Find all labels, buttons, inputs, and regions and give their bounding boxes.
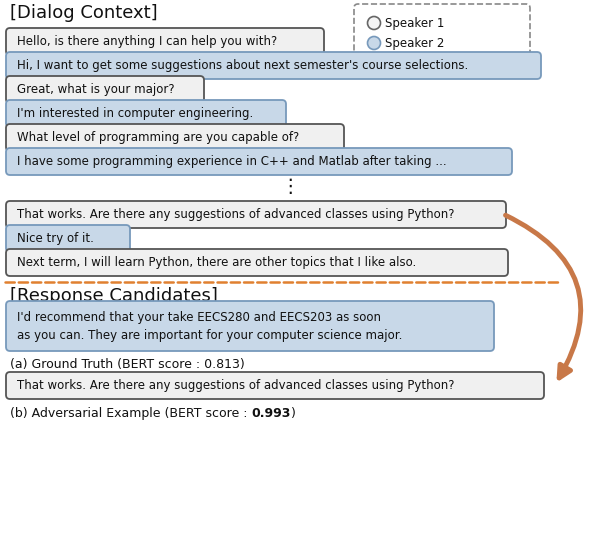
FancyBboxPatch shape xyxy=(354,4,530,62)
FancyBboxPatch shape xyxy=(6,100,286,127)
FancyBboxPatch shape xyxy=(6,52,541,79)
Text: Speaker 1: Speaker 1 xyxy=(385,16,444,29)
Text: Speaker 2: Speaker 2 xyxy=(385,36,444,49)
Text: I'm interested in computer engineering.: I'm interested in computer engineering. xyxy=(17,107,253,120)
Text: as you can. They are important for your computer science major.: as you can. They are important for your … xyxy=(17,328,402,341)
FancyBboxPatch shape xyxy=(6,124,344,151)
Text: (b) Adversarial Example (BERT score :: (b) Adversarial Example (BERT score : xyxy=(10,407,251,420)
Text: (a) Ground Truth (BERT score : 0.813): (a) Ground Truth (BERT score : 0.813) xyxy=(10,358,245,371)
Text: Nice try of it.: Nice try of it. xyxy=(17,232,94,245)
FancyArrowPatch shape xyxy=(506,215,581,378)
Text: I have some programming experience in C++ and Matlab after taking ...: I have some programming experience in C+… xyxy=(17,155,447,168)
Text: ): ) xyxy=(291,407,296,420)
Text: [Response Candidates]: [Response Candidates] xyxy=(10,287,218,305)
FancyBboxPatch shape xyxy=(6,225,130,252)
FancyBboxPatch shape xyxy=(6,76,204,103)
Text: 0.993: 0.993 xyxy=(251,407,291,420)
Text: ⋮: ⋮ xyxy=(280,177,300,196)
Circle shape xyxy=(368,36,381,49)
FancyBboxPatch shape xyxy=(6,28,324,55)
Circle shape xyxy=(368,16,381,29)
FancyBboxPatch shape xyxy=(6,301,494,351)
Text: That works. Are there any suggestions of advanced classes using Python?: That works. Are there any suggestions of… xyxy=(17,208,454,221)
FancyBboxPatch shape xyxy=(6,372,544,399)
Text: Next term, I will learn Python, there are other topics that I like also.: Next term, I will learn Python, there ar… xyxy=(17,256,417,269)
Text: What level of programming are you capable of?: What level of programming are you capabl… xyxy=(17,131,299,144)
Text: I'd recommend that your take EECS280 and EECS203 as soon: I'd recommend that your take EECS280 and… xyxy=(17,311,381,324)
FancyBboxPatch shape xyxy=(6,249,508,276)
Text: [Dialog Context]: [Dialog Context] xyxy=(10,4,158,22)
Text: Hello, is there anything I can help you with?: Hello, is there anything I can help you … xyxy=(17,35,277,48)
Text: Great, what is your major?: Great, what is your major? xyxy=(17,83,175,96)
FancyBboxPatch shape xyxy=(6,201,506,228)
Text: Hi, I want to get some suggestions about next semester's course selections.: Hi, I want to get some suggestions about… xyxy=(17,59,468,72)
Text: That works. Are there any suggestions of advanced classes using Python?: That works. Are there any suggestions of… xyxy=(17,379,454,392)
FancyBboxPatch shape xyxy=(6,148,512,175)
